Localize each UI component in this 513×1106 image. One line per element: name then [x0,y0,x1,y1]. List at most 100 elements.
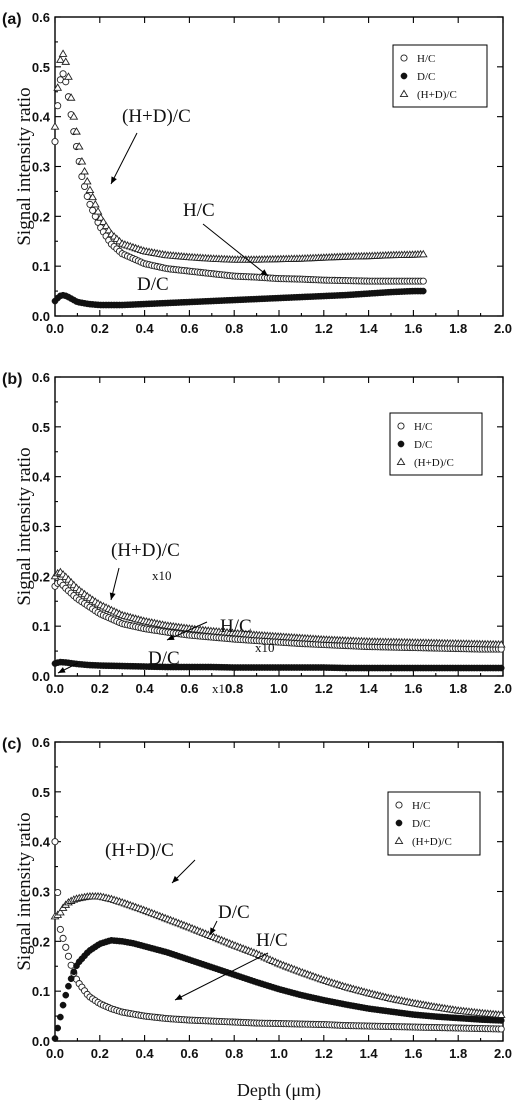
data-point [54,102,62,110]
data-point [77,157,87,165]
data-point [497,1025,505,1033]
data-point [59,70,67,78]
series-H/C [51,838,505,1033]
panel-label: (b) [2,371,22,388]
y-tick-label: 0.0 [32,309,50,324]
x-tick-label: 0.6 [180,321,198,336]
data-point [496,640,506,648]
data-point [51,1035,59,1042]
data-point [51,138,59,146]
x-tick-label: 1.2 [315,1046,333,1061]
series-(H+D)/C [50,49,428,263]
data-point [83,192,91,200]
legend-marker [394,836,404,844]
data-point [50,122,60,130]
x-tick-label: 2.0 [494,1046,512,1061]
x-tick-label: 1.2 [315,321,333,336]
plot-frame [54,741,504,1042]
x-tick-label: 0.4 [136,681,155,696]
y-tick-label: 0.1 [32,984,50,999]
data-point [418,249,428,258]
data-point [55,907,65,916]
series-(H+D)/C [50,891,506,1018]
data-point [88,192,98,201]
x-axis-label: Depth (μm) [237,1080,321,1101]
y-axis-label: Signal intensity ratio [14,447,35,605]
y-tick-label: 0.2 [32,209,50,224]
x-tick-label: 0.4 [136,1046,155,1061]
x-tick-label: 1.4 [360,1046,379,1061]
y-tick-label: 0.2 [32,934,50,949]
data-point [82,176,92,185]
data-point [69,112,79,120]
y-axis-label: Signal intensity ratio [14,87,35,245]
data-point [98,217,108,225]
arrow-head [111,176,117,184]
y-tick-label: 0.1 [32,619,50,634]
annotation-label: H/C [183,200,215,221]
data-point [80,166,89,175]
data-point [496,1010,506,1018]
x-tick-label: 0.0 [46,1046,64,1061]
annotation-label: D/C [218,902,250,923]
legend-box [387,791,481,856]
data-point [58,49,68,57]
x-tick-label: 1.6 [404,681,422,696]
annotation-scale-label: x10 [255,640,275,655]
legend-label: H/C [414,421,432,433]
panel-a: 0.0 0.2 0.4 0.6 0.8 1.0 1.2 1.4 1.6 1.8 2.0 0.0 0.1 0… [2,10,512,336]
data-point [64,952,72,960]
legend: H/C D/C (H+D)/C [387,791,481,856]
y-tick-label: 0.0 [32,1034,50,1049]
data-point [67,975,75,983]
annotation-scale-label: x10 [212,681,232,696]
x-tick-label: 0.0 [46,321,64,336]
data-point [90,199,100,208]
x-tick-label: 1.0 [270,681,288,696]
x-tick-label: 1.8 [449,1046,467,1061]
panel-label: (a) [2,11,22,28]
x-tick-label: 0.6 [180,681,198,696]
x-tick-label: 1.8 [449,321,467,336]
legend-label: (H+D)/C [414,457,454,469]
data-point [72,127,81,135]
x-tick-label: 0.2 [91,321,109,336]
legend-marker [400,54,408,62]
legend-box [392,44,488,108]
data-point [57,1013,64,1021]
x-tick-label: 0.0 [46,681,64,696]
x-tick-label: 0.8 [225,681,243,696]
y-tick-label: 0.2 [32,569,50,584]
y-tick-label: 0.3 [32,885,50,900]
data-point [65,982,72,990]
x-tick-label: 1.4 [360,681,379,696]
data-point [59,934,67,942]
legend-marker [395,801,403,809]
y-tick-label: 0.4 [32,110,51,125]
annotation-scale-label: x10 [152,568,172,583]
x-tick-label: 0.4 [136,321,155,336]
series-(H+D)/C [50,567,506,648]
x-tick-label: 0.2 [91,1046,109,1061]
legend-label: D/C [414,439,432,451]
data-point [96,213,106,221]
data-point [101,221,111,230]
x-tick-label: 1.6 [404,321,422,336]
legend-label: (H+D)/C [417,89,457,101]
series-D/C [51,937,505,1042]
y-tick-label: 0.6 [32,735,50,750]
data-point [55,55,65,63]
legend: H/C D/C (H+D)/C [392,44,488,108]
x-tick-label: 1.2 [315,681,333,696]
data-point [61,57,71,65]
x-tick-label: 2.0 [494,681,512,696]
data-point [66,93,76,101]
annotation-arrow [174,952,269,1001]
legend-label: (H+D)/C [412,836,452,848]
y-tick-label: 0.5 [32,420,50,435]
data-point [56,925,64,933]
panel-b: 0.0 0.2 0.4 0.6 0.8 1.0 1.2 1.4 1.6 1.8 2.0 0.0 0.1 0… [2,370,512,696]
legend-label: H/C [417,53,435,65]
data-point [59,1001,67,1009]
